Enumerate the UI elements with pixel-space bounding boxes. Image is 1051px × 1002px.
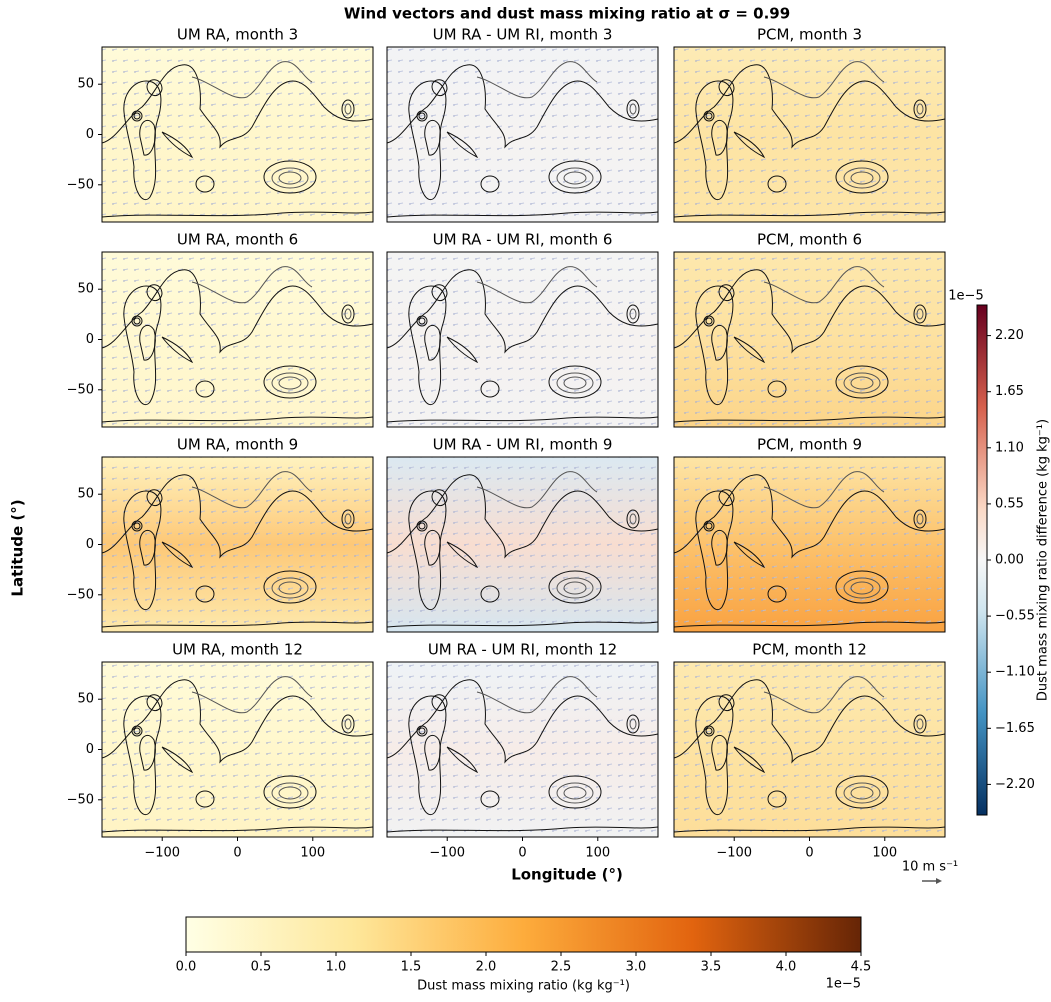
colorbar-tick-label: 0.0 <box>176 960 197 975</box>
panel-frame <box>386 251 659 428</box>
colorbar-tick-label: 1.5 <box>401 960 422 975</box>
diff-colorbar-tick-label: −1.65 <box>995 721 1035 736</box>
diff-colorbar-tick-label: 0.00 <box>995 553 1024 568</box>
panel-title: UM RA - UM RI, month 3 <box>433 26 613 44</box>
x-tick-label: 0 <box>233 846 241 861</box>
y-tick-label: 50 <box>77 282 94 297</box>
x-tick-label: −100 <box>144 846 180 861</box>
colorbar-offset: 1e−5 <box>826 977 861 992</box>
colorbar-tick-label: 3.0 <box>626 960 647 975</box>
colorbar-tick-label: 3.5 <box>701 960 722 975</box>
diff-colorbar-tick-label: 2.20 <box>995 328 1024 343</box>
y-tick-label: 50 <box>77 487 94 502</box>
y-tick-label: 0 <box>86 742 94 757</box>
x-axis-label: Longitude (°) <box>511 866 623 884</box>
panel-frame <box>673 46 946 223</box>
wind-vectors <box>102 662 373 837</box>
wind-vectors <box>387 47 658 222</box>
y-tick-label: −50 <box>67 382 94 397</box>
x-tick-label: −100 <box>429 846 465 861</box>
figure-title: Wind vectors and dust mass mixing ratio … <box>344 5 790 23</box>
wind-vectors <box>387 662 658 837</box>
panel-title: UM RA - UM RI, month 9 <box>433 436 613 454</box>
diff-colorbar <box>976 304 988 816</box>
x-tick-label: 100 <box>585 846 610 861</box>
panel-title: UM RA, month 6 <box>177 231 298 249</box>
x-tick-label: 0 <box>805 846 813 861</box>
panel-title: UM RA, month 12 <box>172 641 303 659</box>
diff-colorbar-tick-label: 1.10 <box>995 440 1024 455</box>
panel-frame <box>386 456 659 633</box>
colorbar-tick-label: 2.5 <box>551 960 572 975</box>
x-tick-label: 100 <box>872 846 897 861</box>
wind-vectors <box>102 252 373 427</box>
wind-vectors <box>674 47 945 222</box>
colorbar-tick-label: 4.0 <box>776 960 797 975</box>
y-tick-label: −50 <box>67 587 94 602</box>
diff-colorbar-tick-label: 0.55 <box>995 496 1024 511</box>
diff-colorbar-label: Dust mass mixing ratio difference (kg kg… <box>1036 419 1051 701</box>
panel-title: UM RA - UM RI, month 12 <box>428 641 617 659</box>
y-tick-label: 0 <box>86 127 94 142</box>
colorbar-tick-label: 2.0 <box>476 960 497 975</box>
x-tick-label: 0 <box>518 846 526 861</box>
panel-title: PCM, month 3 <box>757 26 862 44</box>
panel-frame <box>673 456 946 633</box>
diff-colorbar-tick-label: −0.55 <box>995 609 1035 624</box>
y-tick-label: 50 <box>77 77 94 92</box>
wind-vectors <box>674 662 945 837</box>
wind-vectors <box>102 47 373 222</box>
wind-vectors <box>102 457 373 632</box>
diff-colorbar-tick-label: 1.65 <box>995 384 1024 399</box>
colorbar-label: Dust mass mixing ratio (kg kg⁻¹) <box>417 979 630 994</box>
panel-frame <box>673 251 946 428</box>
y-tick-label: 0 <box>86 332 94 347</box>
panel-title: UM RA, month 3 <box>177 26 298 44</box>
diff-colorbar-tick-label: −2.20 <box>995 777 1035 792</box>
wind-vectors <box>674 252 945 427</box>
y-tick-label: 0 <box>86 537 94 552</box>
x-tick-label: 100 <box>300 846 325 861</box>
colorbar <box>185 916 862 953</box>
wind-vectors <box>387 457 658 632</box>
wind-vectors <box>387 252 658 427</box>
panel-frame <box>386 46 659 223</box>
colorbar-tick-label: 4.5 <box>851 960 872 975</box>
panel-title: PCM, month 9 <box>757 436 862 454</box>
y-tick-label: −50 <box>67 792 94 807</box>
panel-title: PCM, month 12 <box>752 641 867 659</box>
x-tick-label: −100 <box>716 846 752 861</box>
panel-title: UM RA, month 9 <box>177 436 298 454</box>
panel-title: UM RA - UM RI, month 6 <box>433 231 613 249</box>
panel-title: PCM, month 6 <box>757 231 862 249</box>
y-axis-label: Latitude (°) <box>9 499 27 596</box>
colorbar-tick-label: 0.5 <box>251 960 272 975</box>
quiver-key-arrowhead <box>936 878 942 884</box>
y-tick-label: −50 <box>67 177 94 192</box>
wind-vectors <box>674 457 945 632</box>
quiver-key-label: 10 m s⁻¹ <box>902 860 958 875</box>
colorbar-tick-label: 1.0 <box>326 960 347 975</box>
diff-colorbar-offset: 1e−5 <box>948 289 983 304</box>
diff-colorbar-tick-label: −1.10 <box>995 665 1035 680</box>
y-tick-label: 50 <box>77 692 94 707</box>
